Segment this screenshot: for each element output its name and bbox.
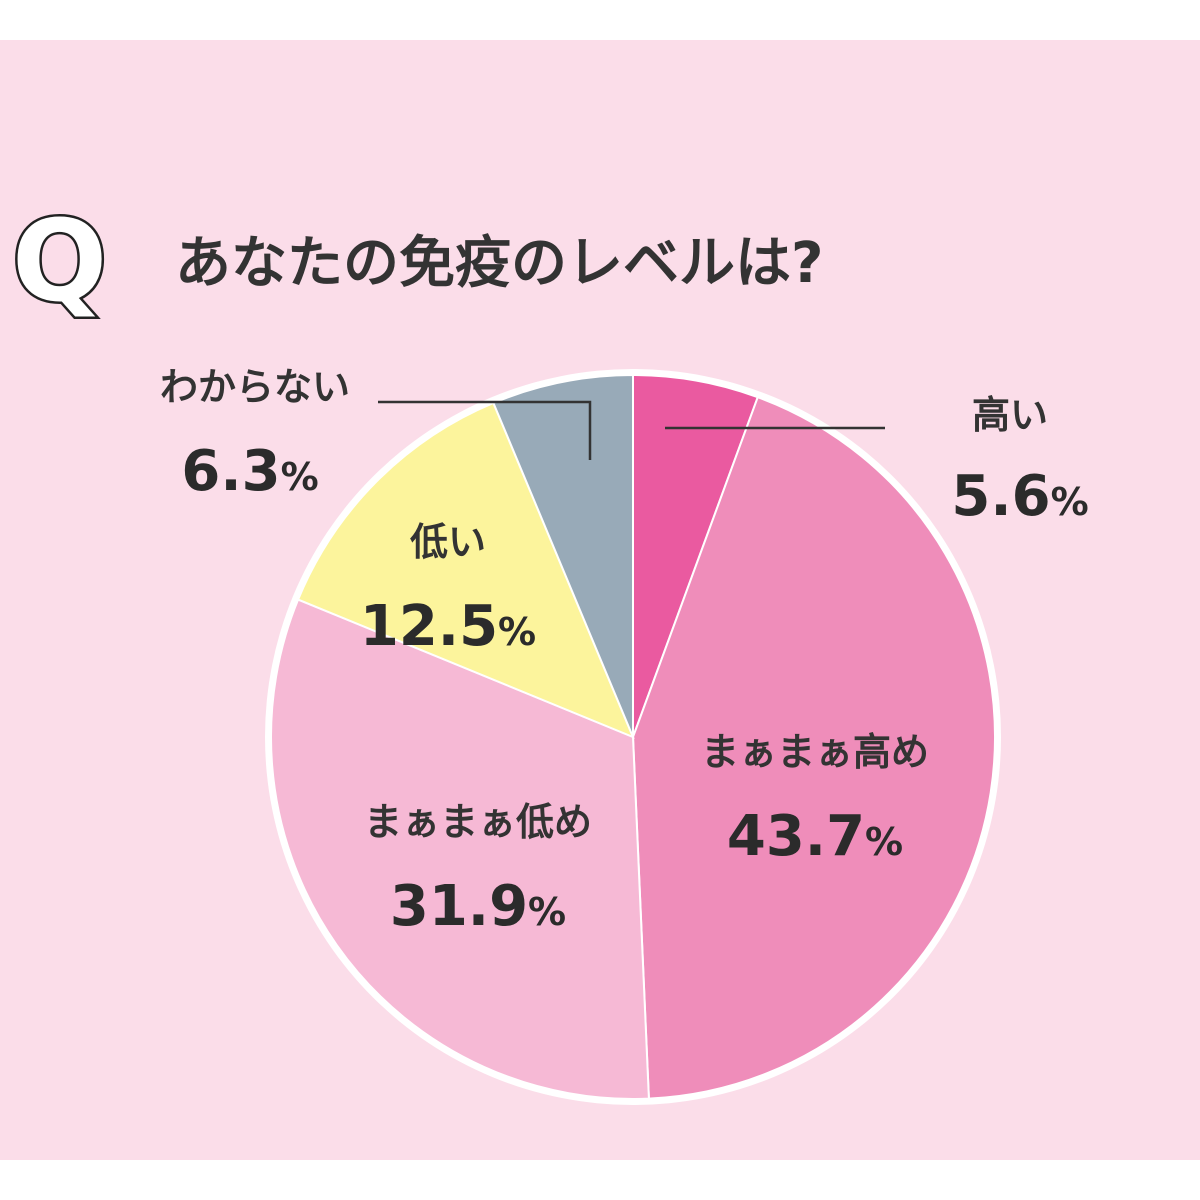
slice-high <box>632 373 760 738</box>
slice-label-somewhat-low: まぁまぁ低め <box>364 800 592 844</box>
leader-line-unknown <box>378 400 592 460</box>
slice-value-somewhat-low: 31.9% <box>390 874 566 939</box>
slice-value-low: 12.5% <box>360 594 536 659</box>
slice-low <box>296 401 635 739</box>
slice-label-unknown: わからない <box>160 365 350 409</box>
question-mark-q: Q <box>12 197 107 327</box>
pie-slices <box>265 369 1001 1105</box>
slice-value-somewhat-high: 43.7% <box>727 804 903 869</box>
slice-label-somewhat-high: まぁまぁ高め <box>701 730 929 774</box>
slice-somewhat-high <box>631 395 997 1100</box>
slice-value-unknown: 6.3% <box>181 439 318 504</box>
slice-value-high: 5.6% <box>951 464 1088 529</box>
slice-label-low: 低い <box>410 520 486 564</box>
slice-somewhat-low <box>270 598 650 1100</box>
chart-title: あなたの免疫のレベルは? <box>175 231 823 296</box>
slice-label-high: 高い <box>972 393 1048 437</box>
